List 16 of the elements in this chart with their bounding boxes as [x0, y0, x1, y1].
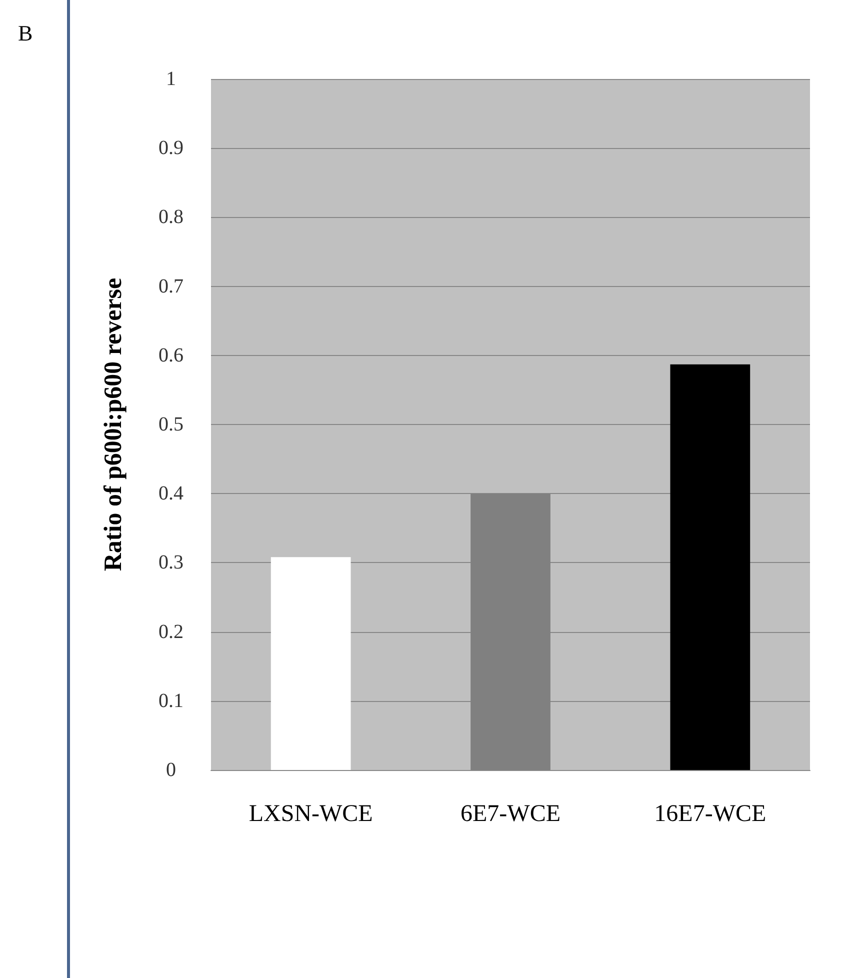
y-tick-label: 0.7 — [158, 275, 184, 298]
y-tick-label: 0 — [166, 759, 176, 781]
y-tick-label: 0.1 — [158, 690, 184, 712]
y-tick-label: 0.5 — [158, 414, 184, 436]
y-tick-label: 0.8 — [158, 206, 184, 228]
y-tick-label: 1 — [166, 68, 176, 90]
y-tick-label: 0.2 — [158, 620, 184, 643]
x-tick-label: LXSN-WCE — [248, 801, 373, 827]
y-tick-label: 0.4 — [158, 482, 184, 505]
y-tick-label: 0.3 — [158, 552, 184, 574]
y-tick-label: 0.9 — [158, 137, 184, 160]
x-tick-label: 16E7-WCE — [654, 801, 766, 827]
x-tick-label: 6E7-WCE — [460, 801, 560, 827]
y-axis-title: Ratio of p600i:p600 reverse — [100, 278, 127, 572]
y-tick-label: 0.6 — [158, 344, 184, 366]
text: B — [18, 20, 33, 46]
